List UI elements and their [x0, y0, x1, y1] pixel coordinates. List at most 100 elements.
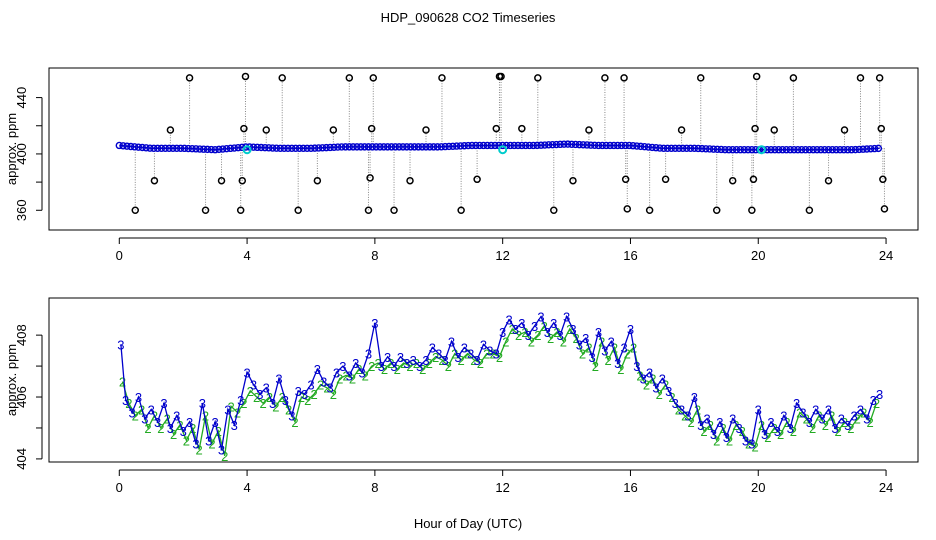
series-2-label: 2 [822, 418, 829, 433]
series-2-label: 2 [636, 368, 643, 383]
series-3-label: 3 [550, 316, 557, 331]
top-blue-marker [176, 144, 185, 152]
series-2-label: 2 [349, 371, 356, 386]
series-2-label: 2 [866, 415, 873, 430]
top-blue-marker [874, 144, 883, 153]
series-2-label: 2 [311, 387, 318, 402]
top-blue-marker [767, 146, 775, 154]
series-2-label: 2 [451, 347, 458, 362]
top-black-point [294, 206, 302, 215]
top-blue-marker [644, 143, 653, 151]
top-black-point [201, 206, 210, 215]
series-2-label: 2 [381, 362, 388, 377]
top-black-point [752, 72, 761, 81]
top-blue-marker [560, 140, 568, 148]
series-3-label: 3 [710, 427, 717, 442]
top-black-point [621, 175, 630, 184]
top-black-point [840, 126, 849, 134]
series-3-label: 3 [390, 359, 397, 374]
series-2-label: 2 [700, 424, 707, 439]
series-3-label: 3 [269, 396, 276, 411]
top-blue-marker [529, 141, 538, 150]
top-blue-marker [119, 142, 127, 150]
series-2-label: 2 [751, 440, 758, 455]
series-3-label: 3 [576, 337, 583, 352]
bottom-x-tick-label: 16 [623, 480, 637, 495]
top-blue-marker [705, 145, 714, 153]
series-3-label: 3 [141, 412, 148, 427]
top-black-point [497, 72, 505, 81]
top-blue-marker [682, 144, 691, 152]
series-3-label: 3 [199, 396, 206, 411]
top-black-point [824, 176, 833, 185]
top-blue-marker [422, 143, 430, 151]
bottom-y-axis: 404 406 408 [14, 324, 43, 470]
top-blue-marker [353, 143, 361, 151]
top-blue-marker [713, 145, 722, 154]
top-blue-marker [533, 141, 541, 150]
top-blue-marker [318, 144, 327, 152]
top-blue-marker [491, 141, 499, 150]
series-3-label: 3 [243, 365, 250, 380]
top-x-tick-label: 16 [623, 248, 637, 263]
top-blue-marker [449, 142, 457, 150]
series-2-label: 2 [566, 322, 573, 337]
series-2-label: 2 [496, 350, 503, 365]
series-2-label: 2 [202, 409, 209, 424]
series-2-label: 2 [400, 356, 407, 371]
top-blue-marker [199, 145, 208, 153]
series-3-label: 3 [339, 359, 346, 374]
top-blue-marker [587, 141, 595, 149]
top-black-point [751, 124, 759, 133]
series-3-label: 3 [614, 356, 621, 371]
top-blue-marker [472, 141, 480, 150]
top-black-point [620, 74, 628, 82]
top-x-tick-label: 8 [371, 248, 378, 263]
top-blue-marker [606, 141, 614, 150]
top-blue-marker [510, 141, 518, 150]
series-2-label: 2 [227, 399, 234, 414]
top-blue-marker [805, 146, 814, 154]
top-blue-marker [153, 144, 162, 152]
top-blue-marker [836, 146, 844, 154]
series-2-label: 2 [330, 387, 337, 402]
series-2-label: 2 [643, 378, 650, 393]
top-blue-marker [157, 144, 166, 152]
series-3-label: 3 [684, 409, 691, 424]
series-2-label: 2 [796, 405, 803, 420]
top-blue-marker [127, 142, 135, 151]
series-2-label: 2 [713, 433, 720, 448]
top-blue-marker [579, 141, 587, 149]
series-2-label: 2 [681, 409, 688, 424]
top-black-point [473, 175, 481, 184]
top-blue-marker [625, 141, 633, 150]
series-3-label: 3 [806, 415, 813, 430]
top-blue-marker [311, 144, 319, 152]
top-cyan-markers [242, 145, 766, 155]
top-blue-marker [265, 144, 273, 152]
top-blue-marker [357, 143, 365, 151]
top-black-point [518, 124, 526, 133]
bottom-x-axis: 0 4 8 12 16 20 24 [116, 469, 893, 495]
series-2-label: 2 [253, 390, 260, 405]
series-2-line [121, 324, 878, 456]
top-black-point [329, 126, 338, 134]
top-cyan-marker [756, 145, 766, 155]
series-3-label: 3 [422, 353, 429, 368]
top-blue-marker [567, 140, 576, 148]
top-black-point [677, 126, 686, 134]
series-2-label: 2 [272, 399, 279, 414]
bottom-x-tick-label: 24 [879, 480, 893, 495]
series-2-label: 2 [368, 359, 375, 374]
top-black-point [131, 206, 140, 215]
series-2-label: 2 [144, 421, 151, 436]
top-black-point [367, 124, 376, 133]
series-3-label: 3 [403, 356, 410, 371]
top-black-points [131, 72, 889, 215]
top-blue-marker [537, 141, 545, 149]
series-2-label: 2 [445, 359, 452, 374]
series-2-label: 2 [835, 424, 842, 439]
series-2-label: 2 [579, 347, 586, 362]
series-2-label: 2 [125, 396, 132, 411]
